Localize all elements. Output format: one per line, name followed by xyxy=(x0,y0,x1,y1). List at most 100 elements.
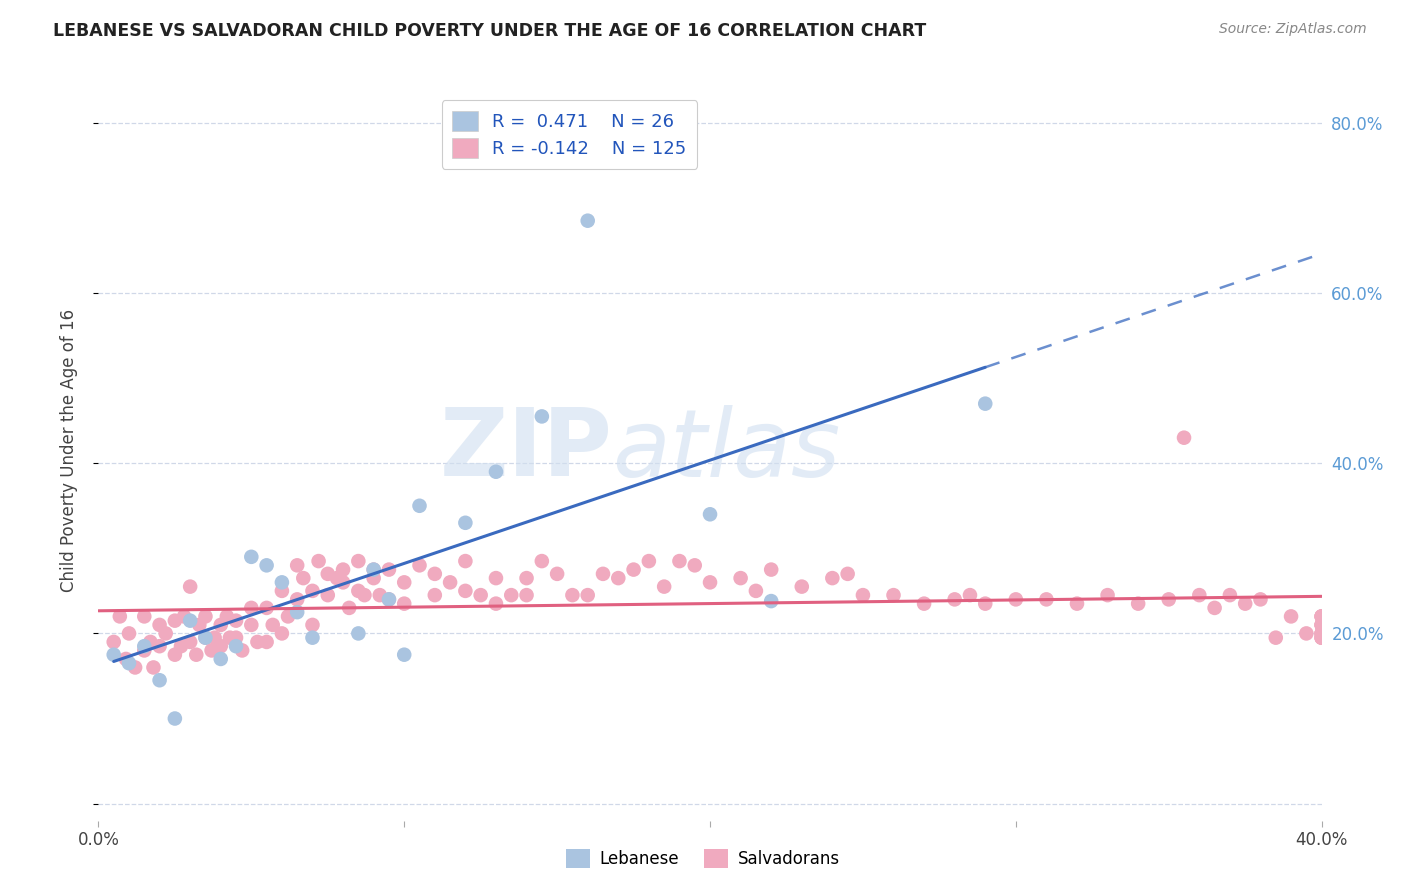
Point xyxy=(1310,626,1333,640)
Point xyxy=(637,554,661,568)
Point xyxy=(912,597,935,611)
Point xyxy=(1310,631,1333,645)
Point xyxy=(546,566,568,581)
Point xyxy=(209,618,232,632)
Point xyxy=(423,566,446,581)
Point xyxy=(454,554,477,568)
Point xyxy=(1310,626,1333,640)
Point xyxy=(730,571,752,585)
Point xyxy=(292,571,315,585)
Text: ZIP: ZIP xyxy=(439,404,612,497)
Text: atlas: atlas xyxy=(612,405,841,496)
Point xyxy=(378,563,401,577)
Point xyxy=(204,631,226,645)
Point xyxy=(1295,626,1317,640)
Point xyxy=(149,639,172,653)
Point xyxy=(423,588,446,602)
Point xyxy=(699,575,721,590)
Point xyxy=(392,648,416,662)
Point xyxy=(200,643,222,657)
Point xyxy=(179,580,201,594)
Point xyxy=(1234,597,1257,611)
Point xyxy=(337,600,360,615)
Point xyxy=(149,673,172,688)
Point xyxy=(246,635,269,649)
Point xyxy=(347,583,370,598)
Point xyxy=(179,635,201,649)
Point xyxy=(186,648,208,662)
Point xyxy=(1264,631,1286,645)
Point xyxy=(219,631,242,645)
Point xyxy=(256,635,278,649)
Point xyxy=(118,626,141,640)
Point xyxy=(285,592,308,607)
Point xyxy=(576,588,599,602)
Point xyxy=(194,631,217,645)
Point xyxy=(1157,592,1180,607)
Point xyxy=(240,618,263,632)
Point xyxy=(1204,600,1226,615)
Point xyxy=(332,563,354,577)
Point xyxy=(108,609,131,624)
Point xyxy=(194,609,217,624)
Point xyxy=(530,409,553,424)
Point xyxy=(959,588,981,602)
Point xyxy=(209,652,232,666)
Point xyxy=(277,609,299,624)
Point xyxy=(353,588,375,602)
Point xyxy=(607,571,630,585)
Point xyxy=(173,609,195,624)
Point xyxy=(392,597,416,611)
Point xyxy=(363,563,385,577)
Point xyxy=(347,554,370,568)
Point xyxy=(1310,631,1333,645)
Point xyxy=(943,592,966,607)
Point xyxy=(821,571,844,585)
Point xyxy=(392,575,416,590)
Point xyxy=(454,516,477,530)
Point xyxy=(332,575,354,590)
Point xyxy=(134,643,156,657)
Point xyxy=(1310,626,1333,640)
Point xyxy=(103,648,125,662)
Point xyxy=(163,712,186,726)
Point xyxy=(759,594,782,608)
Point xyxy=(270,583,292,598)
Point xyxy=(439,575,461,590)
Point xyxy=(163,614,186,628)
Point xyxy=(470,588,492,602)
Point xyxy=(316,588,339,602)
Point xyxy=(270,575,292,590)
Point xyxy=(1219,588,1241,602)
Point xyxy=(256,600,278,615)
Point xyxy=(301,618,323,632)
Point xyxy=(194,631,217,645)
Point xyxy=(485,465,508,479)
Point xyxy=(1310,631,1333,645)
Point xyxy=(790,580,813,594)
Point xyxy=(1188,588,1211,602)
Text: LEBANESE VS SALVADORAN CHILD POVERTY UNDER THE AGE OF 16 CORRELATION CHART: LEBANESE VS SALVADORAN CHILD POVERTY UND… xyxy=(53,22,927,40)
Point xyxy=(378,592,401,607)
Point xyxy=(408,558,430,573)
Point xyxy=(308,554,330,568)
Point xyxy=(285,605,308,619)
Point xyxy=(668,554,690,568)
Point xyxy=(516,571,538,585)
Point xyxy=(516,588,538,602)
Point xyxy=(262,618,284,632)
Point xyxy=(270,626,292,640)
Point xyxy=(301,631,323,645)
Legend: R =  0.471    N = 26, R = -0.142    N = 125: R = 0.471 N = 26, R = -0.142 N = 125 xyxy=(441,101,697,169)
Point xyxy=(316,566,339,581)
Point xyxy=(115,652,138,666)
Point xyxy=(149,618,172,632)
Point xyxy=(837,566,859,581)
Point xyxy=(285,558,308,573)
Point xyxy=(408,499,430,513)
Point xyxy=(1066,597,1088,611)
Point xyxy=(501,588,523,602)
Point xyxy=(745,583,768,598)
Point xyxy=(368,588,391,602)
Point xyxy=(852,588,875,602)
